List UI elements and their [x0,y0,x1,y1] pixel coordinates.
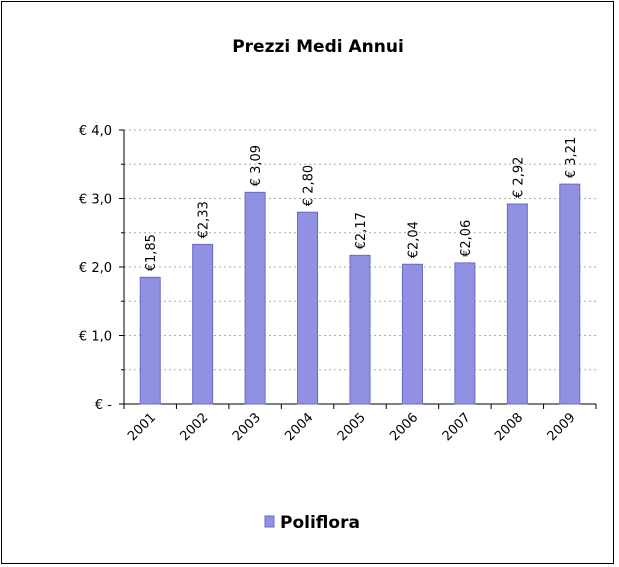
y-tick-label: € 2,0 [79,261,112,276]
bar [244,191,266,405]
value-label: € 3,09 [249,145,264,186]
bar [192,243,214,405]
bar [401,263,423,405]
value-label: €2,04 [406,221,421,258]
bar [506,203,528,405]
bar [559,183,581,405]
value-label: €2,06 [459,220,474,257]
y-tick-label: € - [95,398,112,413]
chart-title: Prezzi Medi Annui [232,37,404,57]
bar [349,254,371,405]
legend-label: Poliflora [280,513,360,533]
legend-swatch [264,515,275,528]
value-label: €1,85 [144,234,159,271]
y-tick-label: € 1,0 [79,330,112,345]
value-label: €2,33 [197,201,212,238]
bar [297,211,319,405]
bar [454,262,476,405]
y-tick-label: € 4,0 [79,124,112,139]
value-label: €2,17 [354,212,369,249]
bar [139,276,161,405]
value-label: € 2,80 [302,165,317,206]
y-tick-label: € 3,0 [79,193,112,208]
value-label: € 2,92 [511,157,526,198]
value-label: € 3,21 [564,137,579,178]
